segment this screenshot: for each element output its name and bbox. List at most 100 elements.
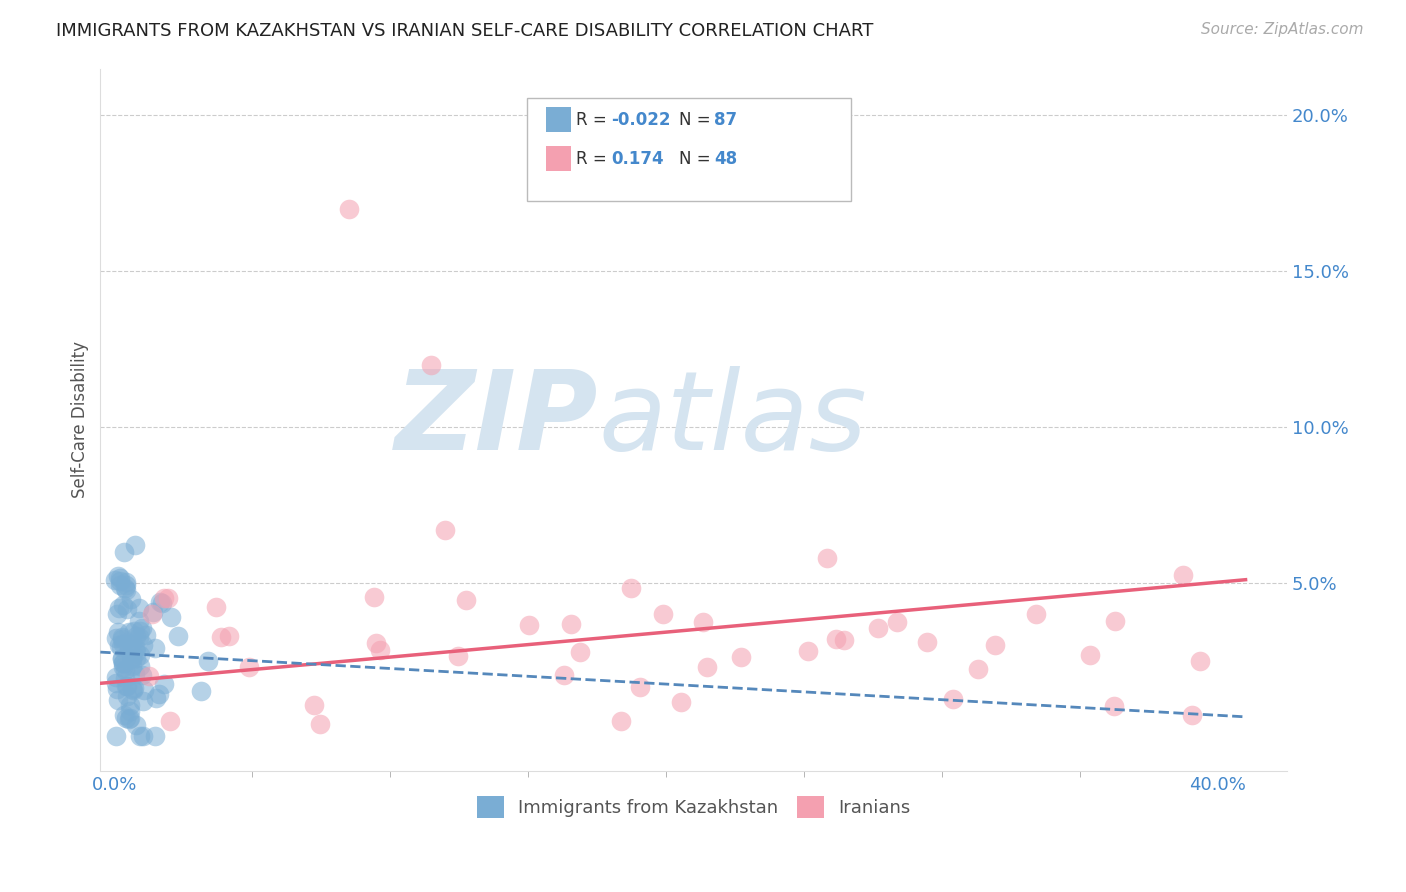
Point xyxy=(1078,648,1101,662)
Point xyxy=(197,655,219,669)
Point xyxy=(1025,607,1047,621)
Point xyxy=(866,621,889,635)
Point xyxy=(692,615,714,629)
Point xyxy=(218,629,240,643)
Point xyxy=(120,591,142,606)
Point xyxy=(832,633,855,648)
Point xyxy=(456,592,478,607)
Point xyxy=(132,730,155,744)
Text: N =: N = xyxy=(679,150,716,168)
Point xyxy=(115,601,138,615)
Point xyxy=(128,630,150,644)
Point xyxy=(368,643,391,657)
Point xyxy=(118,625,141,640)
Point xyxy=(157,591,180,606)
Point xyxy=(105,670,128,684)
Point xyxy=(337,202,360,216)
Point xyxy=(122,681,145,695)
Point xyxy=(730,649,752,664)
Point xyxy=(1188,654,1211,668)
Point xyxy=(115,575,138,590)
Point xyxy=(942,692,965,706)
Point xyxy=(118,698,141,712)
Point xyxy=(111,631,134,645)
Point xyxy=(112,708,135,723)
Point xyxy=(131,668,153,682)
Point xyxy=(110,640,132,655)
Point xyxy=(115,577,138,591)
Point xyxy=(118,643,141,657)
Point xyxy=(115,679,138,693)
Point xyxy=(610,714,633,728)
Point xyxy=(111,651,134,665)
Point xyxy=(190,684,212,698)
Point xyxy=(128,624,150,638)
Point xyxy=(143,640,166,655)
Point xyxy=(553,668,575,682)
Point xyxy=(141,607,163,622)
Point xyxy=(115,679,138,693)
Point xyxy=(152,677,174,691)
Point xyxy=(159,714,181,729)
Point xyxy=(128,601,150,615)
Text: N =: N = xyxy=(679,111,716,128)
Point xyxy=(108,571,131,585)
Point xyxy=(148,687,170,701)
Point xyxy=(105,607,128,621)
Point xyxy=(125,717,148,731)
Point xyxy=(108,578,131,592)
Point xyxy=(108,638,131,652)
Point xyxy=(568,645,591,659)
Point xyxy=(142,605,165,619)
Point xyxy=(1102,699,1125,714)
Text: R =: R = xyxy=(576,150,613,168)
Point xyxy=(104,631,127,645)
Point xyxy=(131,694,153,708)
Point xyxy=(128,614,150,628)
Point xyxy=(132,682,155,697)
Point xyxy=(131,638,153,652)
Text: 0.174: 0.174 xyxy=(612,150,664,168)
Point xyxy=(115,582,138,597)
Point xyxy=(125,651,148,665)
Point xyxy=(1171,568,1194,582)
Point xyxy=(124,666,146,681)
Point xyxy=(122,682,145,697)
Point xyxy=(304,698,326,712)
Point xyxy=(517,618,540,632)
Point xyxy=(915,634,938,648)
Point xyxy=(125,640,148,655)
Point xyxy=(111,632,134,646)
Point xyxy=(967,662,990,676)
Point xyxy=(117,712,139,726)
Point xyxy=(120,711,142,725)
Point xyxy=(121,651,143,665)
Point xyxy=(420,358,443,372)
Point xyxy=(112,659,135,673)
Point xyxy=(309,717,332,731)
Point xyxy=(111,599,134,613)
Point xyxy=(112,637,135,651)
Point xyxy=(129,730,152,744)
Point xyxy=(129,659,152,673)
Point xyxy=(107,601,129,615)
Point xyxy=(166,629,188,643)
Point xyxy=(797,644,820,658)
Point xyxy=(124,538,146,552)
Point xyxy=(118,704,141,718)
Text: R =: R = xyxy=(576,111,613,128)
Legend: Immigrants from Kazakhstan, Iranians: Immigrants from Kazakhstan, Iranians xyxy=(470,789,918,825)
Point xyxy=(122,624,145,638)
Point xyxy=(205,600,228,615)
Point xyxy=(815,551,838,566)
Point xyxy=(560,617,582,632)
Point xyxy=(696,660,718,674)
Point xyxy=(209,631,232,645)
Point xyxy=(886,615,908,629)
Point xyxy=(111,656,134,670)
Point xyxy=(105,681,128,696)
Text: atlas: atlas xyxy=(599,366,868,473)
Point xyxy=(1104,615,1126,629)
Point xyxy=(153,591,176,605)
Point xyxy=(105,730,128,744)
